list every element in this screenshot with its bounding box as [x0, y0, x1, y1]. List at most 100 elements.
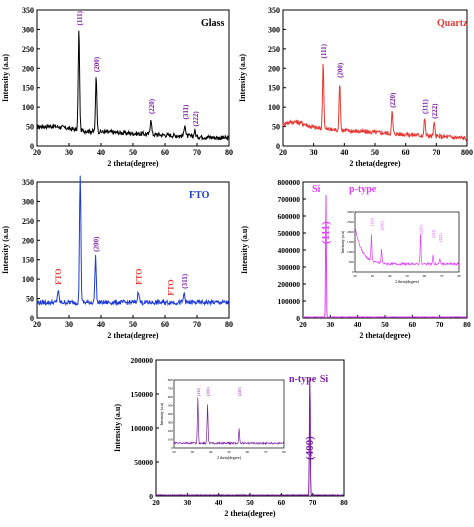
y-tick-label: 50000 — [134, 458, 153, 467]
x-tick-label: 30 — [310, 148, 318, 157]
plot-frame — [36, 181, 230, 319]
inset-x-tick-label: 60 — [423, 274, 427, 278]
x-tick-label: 20 — [33, 320, 41, 329]
inset-peak-label: (200) — [206, 387, 211, 396]
peak-label: (200) — [93, 236, 101, 252]
x-tick-label: 40 — [340, 148, 348, 157]
peak-label: (400) — [304, 436, 316, 460]
series-line — [155, 378, 344, 497]
inset-peak-label: (111) — [196, 387, 201, 396]
inset-y-tick-label: 2500 — [347, 220, 354, 224]
chart-quartz-svg: 20 30 40 50 60 70 800 0 50 100 150 200 250 300 350 2 th… — [238, 6, 473, 168]
inset-y-tick-label: 200 — [168, 429, 174, 433]
peak-label: (200) — [93, 56, 101, 72]
y-tick-label: 150 — [22, 256, 34, 265]
x-tick-label: 40 — [354, 320, 362, 329]
x-tick-label: 70 — [432, 148, 440, 157]
inset-y-tick-label: 2000 — [347, 230, 354, 234]
inset-y-tick-label: 100 — [168, 438, 174, 442]
y-tick-label: 200000 — [131, 356, 154, 365]
chart-n-type-svg: 20 30 40 50 60 70 800500001000001500002000002 … — [113, 356, 348, 518]
peak-label: (222) — [192, 111, 200, 127]
y-tick-label: 350 — [22, 178, 34, 187]
inset-x-axis-label: 2 theta(degree) — [217, 455, 242, 460]
peak-label: (222) — [431, 103, 439, 119]
y-tick-label: 200 — [268, 64, 280, 73]
peak-label: (200) — [337, 62, 345, 78]
y-tick-label: 600000 — [278, 212, 301, 221]
inset-peak-label: (111) — [369, 217, 374, 226]
inset-y-tick-label: 0 — [171, 446, 173, 450]
inset-frame — [173, 379, 285, 449]
inset-y-tick-label: 500 — [168, 404, 174, 408]
y-tick-label: 500000 — [278, 229, 301, 238]
chart-glass-svg: 20 30 40 50 60 70 80 0 50 100 150 200 250 300 350 2 the… — [1, 6, 233, 168]
peak-label: (111) — [76, 10, 84, 25]
inset-x-tick-label: 80 — [282, 450, 286, 454]
x-tick-label: 60 — [161, 148, 169, 157]
x-tick-label: 80 — [463, 320, 471, 329]
inset-y-tick-label: 500 — [349, 260, 355, 264]
y-tick-label: 300000 — [278, 263, 301, 272]
x-tick-label: 40 — [97, 320, 105, 329]
x-tick-label: 80 — [225, 320, 233, 329]
y-tick-label: 100 — [22, 275, 34, 284]
x-axis-label: 2 theta(degree) — [359, 331, 411, 340]
y-tick-label: 350 — [268, 6, 280, 15]
inset-x-tick-label: 20 — [353, 274, 357, 278]
x-tick-label: 30 — [65, 320, 73, 329]
y-tick-label: 0 — [30, 314, 34, 323]
y-tick-label: 50 — [26, 295, 34, 304]
sample-label: n-type — [289, 374, 317, 385]
plot-frame — [282, 9, 468, 147]
y-axis-label: Intensity (a.u) — [1, 226, 10, 274]
x-tick-label: 50 — [246, 498, 254, 507]
chart-n-type-si: 20 30 40 50 60 70 80 0 50000 100000 150000 200000 2 … — [110, 350, 370, 522]
x-tick-label: 50 — [381, 320, 389, 329]
x-axis-label: 2 theta(degree) — [107, 159, 159, 168]
inset-x-tick-label: 50 — [227, 450, 231, 454]
y-tick-label: 800000 — [278, 178, 301, 187]
inset-x-tick-label: 40 — [388, 274, 392, 278]
x-tick-label: 60 — [161, 320, 169, 329]
inset-peak-label: (220) — [419, 225, 424, 234]
chart-p-type-svg: 20 30 40 50 60 70 80 0 100000 200000 300000 400000 5… — [240, 178, 471, 340]
inset-y-tick-label: 800 — [168, 378, 174, 382]
y-tick-label: 100000 — [131, 424, 154, 433]
sample-label: FTO — [189, 190, 210, 201]
x-tick-label: 50 — [129, 148, 137, 157]
inset-series-line — [173, 397, 285, 446]
inset-x-tick-label: 30 — [371, 274, 375, 278]
chart-fto-svg: 20 30 40 50 60 70 80 0 50 100 150 200 250 300 350 2 the… — [1, 155, 233, 340]
inset-y-axis-label: Intensity (a.u) — [340, 230, 345, 253]
inset-x-tick-label: 50 — [405, 274, 409, 278]
x-tick-label: 50 — [371, 148, 379, 157]
y-tick-label: 250 — [22, 45, 34, 54]
x-tick-label: 70 — [309, 498, 317, 507]
chart-p-type-si: 20 30 40 50 60 70 80 0 100000 200000 300000 400000 5… — [237, 172, 474, 344]
inset-frame — [354, 211, 460, 273]
peak-label: (111) — [320, 221, 332, 244]
x-tick-label: 20 — [279, 148, 287, 157]
inset-y-tick-label: 3000 — [347, 210, 354, 214]
chart-quartz: 20 30 40 50 60 70 800 0 50 100 150 200 250 300 350 2 th… — [237, 0, 474, 172]
y-tick-label: 50 — [26, 123, 34, 132]
y-tick-label: 250 — [22, 217, 34, 226]
y-tick-label: 150 — [22, 84, 34, 93]
x-tick-label: 40 — [97, 148, 105, 157]
x-tick-label: 60 — [278, 498, 286, 507]
y-axis-label: Intensity (a.u) — [113, 404, 122, 452]
inset-peak-label: (311) — [431, 229, 436, 238]
x-axis-label: 2 theta(degree) — [224, 509, 276, 518]
x-tick-label: 30 — [327, 320, 335, 329]
x-tick-label: 60 — [409, 320, 417, 329]
y-tick-label: 0 — [149, 492, 153, 501]
si-label: Si — [320, 374, 329, 385]
chart-glass: 20 30 40 50 60 70 80 0 50 100 150 200 250 300 350 2 the… — [0, 0, 237, 172]
inset-peak-label: (222) — [438, 233, 443, 242]
x-tick-label: 20 — [299, 320, 307, 329]
y-axis-label: Intensity (a.u) — [238, 54, 247, 102]
x-axis-label: 2 theta(degree) — [107, 331, 159, 340]
inset-y-tick-label: 1000 — [347, 250, 354, 254]
y-tick-label: 400000 — [278, 246, 301, 255]
